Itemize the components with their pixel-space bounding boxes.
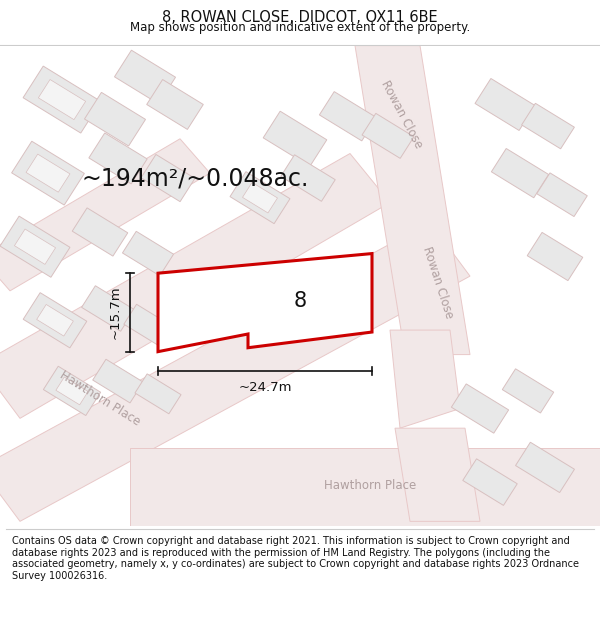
Polygon shape (37, 304, 73, 336)
Polygon shape (319, 92, 377, 141)
Text: 8: 8 (293, 291, 307, 311)
Polygon shape (158, 254, 372, 352)
Polygon shape (14, 229, 56, 264)
Polygon shape (85, 92, 146, 146)
Text: Rowan Close: Rowan Close (379, 78, 425, 151)
Polygon shape (38, 79, 86, 119)
Polygon shape (135, 374, 181, 414)
Text: Hawthorn Place: Hawthorn Place (324, 479, 416, 491)
Polygon shape (130, 448, 600, 531)
Polygon shape (23, 66, 101, 133)
Polygon shape (82, 286, 134, 331)
Text: Contains OS data © Crown copyright and database right 2021. This information is : Contains OS data © Crown copyright and d… (12, 536, 579, 581)
Polygon shape (23, 292, 87, 348)
Polygon shape (281, 155, 335, 201)
Polygon shape (141, 154, 195, 202)
Polygon shape (475, 79, 535, 131)
Text: 8, ROWAN CLOSE, DIDCOT, OX11 6BE: 8, ROWAN CLOSE, DIDCOT, OX11 6BE (162, 10, 438, 25)
Text: Hawthorn Place: Hawthorn Place (58, 369, 143, 429)
Polygon shape (463, 459, 517, 506)
Polygon shape (230, 172, 290, 224)
Polygon shape (146, 79, 203, 129)
Polygon shape (0, 222, 470, 521)
Polygon shape (521, 103, 574, 149)
Polygon shape (124, 304, 172, 346)
Text: ~194m²/~0.048ac.: ~194m²/~0.048ac. (82, 166, 308, 190)
Polygon shape (11, 141, 85, 205)
Polygon shape (390, 330, 460, 428)
Polygon shape (0, 154, 390, 418)
Polygon shape (515, 442, 574, 493)
Polygon shape (93, 359, 143, 403)
Text: Rowan Close: Rowan Close (420, 246, 456, 321)
Polygon shape (491, 149, 548, 198)
Polygon shape (43, 366, 101, 416)
Polygon shape (56, 377, 88, 405)
Polygon shape (0, 139, 210, 291)
Polygon shape (0, 216, 70, 278)
Polygon shape (89, 133, 147, 184)
Polygon shape (362, 113, 414, 158)
Polygon shape (527, 232, 583, 281)
Polygon shape (502, 369, 554, 413)
Text: ~15.7m: ~15.7m (109, 286, 122, 339)
Polygon shape (122, 231, 173, 276)
Polygon shape (72, 208, 128, 256)
Polygon shape (242, 182, 277, 213)
Polygon shape (395, 428, 480, 521)
Polygon shape (263, 111, 327, 166)
Polygon shape (355, 46, 470, 354)
Polygon shape (451, 384, 509, 433)
Text: ~24.7m: ~24.7m (238, 381, 292, 394)
Polygon shape (26, 154, 70, 192)
Text: Map shows position and indicative extent of the property.: Map shows position and indicative extent… (130, 21, 470, 34)
Polygon shape (115, 50, 176, 104)
Polygon shape (537, 173, 587, 216)
